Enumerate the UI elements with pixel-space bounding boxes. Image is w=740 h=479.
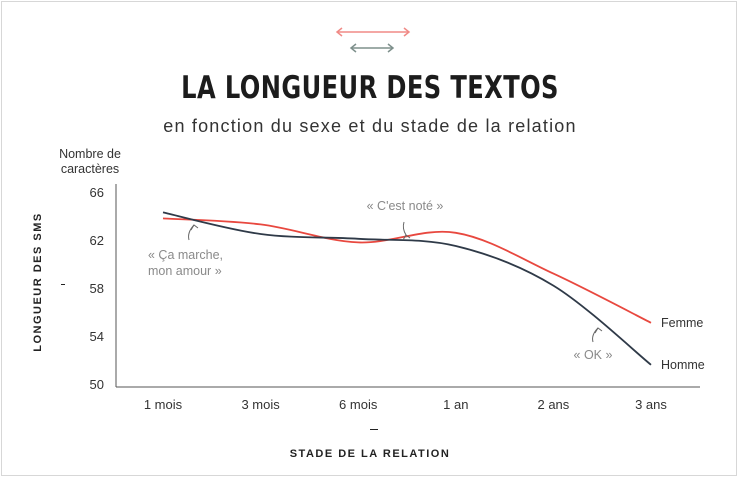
- series-label-femme: Femme: [661, 316, 703, 330]
- legend-arrow-male-head-left: [349, 43, 357, 53]
- annotation-ok: « OK »: [574, 348, 613, 362]
- chart-title: LA LONGUEUR DES TEXTOS: [181, 70, 559, 106]
- series-line-femme: [162, 217, 652, 324]
- x-tick-label: 6 mois: [339, 397, 378, 412]
- annotation-ca-marche-arrow-head: [190, 224, 199, 231]
- y-tick-label: 54: [90, 329, 104, 344]
- annotation-cest-note: « C'est noté »: [367, 199, 444, 213]
- chart-subtitle: en fonction du sexe et du stade de la re…: [163, 116, 577, 136]
- y-tick-label: 62: [90, 233, 104, 248]
- y-tick-label: 58: [90, 281, 104, 296]
- legend-arrow-female-head-left: [335, 27, 343, 37]
- y-axis-label-dash: [61, 284, 65, 285]
- annotation-ca-marche: « Ça marche, mon amour »: [148, 248, 223, 278]
- annotation-cest-note-arrow: [402, 221, 407, 236]
- x-tick-label: 3 ans: [635, 397, 667, 412]
- y-tick-label: 50: [90, 377, 104, 392]
- legend-arrow-female-head-right: [403, 27, 411, 37]
- y-tick-label: 66: [90, 185, 104, 200]
- x-tick-label: 1 an: [443, 397, 468, 412]
- x-tick-label: 3 mois: [241, 397, 280, 412]
- annotation-cest-note-arrow-head: [402, 234, 411, 241]
- annotation-ok-arrow-head: [594, 327, 603, 334]
- x-tick-label: 2 ans: [537, 397, 569, 412]
- y-axis-label: LONGUEUR DES SMS: [32, 212, 44, 352]
- series-label-homme: Homme: [661, 358, 705, 372]
- x-axis-label-dash: [370, 429, 378, 430]
- x-axis-label: STADE DE LA RELATION: [289, 448, 451, 460]
- legend-arrow-male-head-right: [387, 43, 395, 53]
- y-unit-label: Nombre de caractères: [59, 147, 121, 176]
- series-line-homme: [162, 211, 652, 366]
- x-tick-label: 1 mois: [144, 397, 183, 412]
